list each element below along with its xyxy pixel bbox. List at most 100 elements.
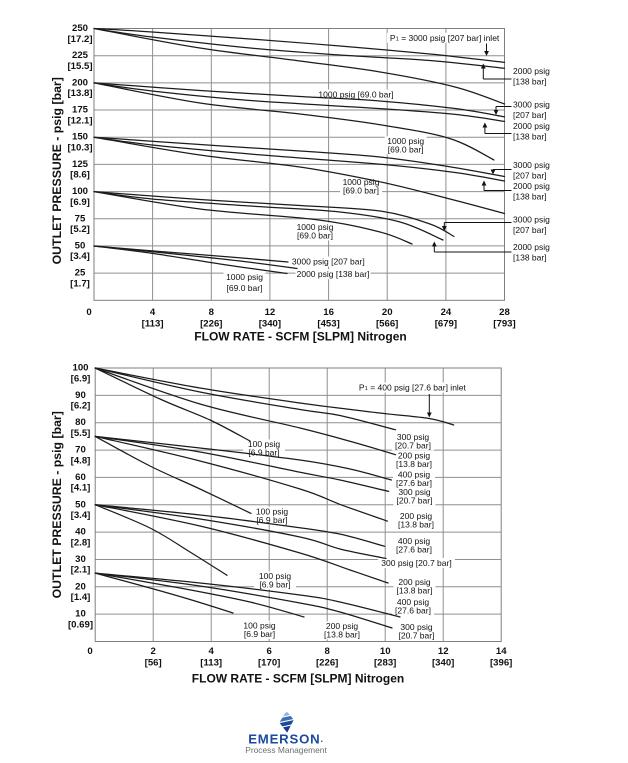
svg-text:250: 250 — [72, 23, 88, 34]
svg-text:[13.8 bar]: [13.8 bar] — [398, 520, 434, 530]
svg-text:[13.8 bar]: [13.8 bar] — [324, 630, 360, 640]
svg-text:[5.5]: [5.5] — [71, 428, 91, 439]
svg-text:[6.9]: [6.9] — [70, 197, 90, 208]
svg-text:[6.9 bar]: [6.9 bar] — [256, 515, 287, 525]
svg-text:16: 16 — [323, 307, 334, 318]
svg-text:[69.0 bar]: [69.0 bar] — [388, 145, 424, 155]
svg-text:300 psig: 300 psig — [400, 622, 432, 632]
svg-text:75: 75 — [75, 213, 86, 224]
svg-text:25: 25 — [75, 268, 86, 279]
svg-text:[226]: [226] — [200, 319, 222, 330]
svg-text:10: 10 — [380, 646, 391, 657]
svg-text:FLOW RATE - SCFM [SLPM] Nitrog: FLOW RATE - SCFM [SLPM] Nitrogen — [194, 330, 406, 344]
svg-text:6: 6 — [267, 646, 272, 657]
svg-text:1000 psig: 1000 psig — [297, 222, 334, 232]
svg-text:150: 150 — [72, 132, 88, 143]
svg-text:100 psig: 100 psig — [248, 439, 280, 449]
svg-text:200 psig: 200 psig — [398, 451, 430, 461]
svg-text:300 psig: 300 psig — [397, 432, 429, 442]
svg-text:[15.5]: [15.5] — [67, 61, 92, 72]
svg-text:[13.8 bar]: [13.8 bar] — [397, 586, 433, 596]
svg-text:60: 60 — [75, 472, 86, 483]
svg-text:[566]: [566] — [376, 319, 398, 330]
svg-text:8: 8 — [325, 646, 331, 657]
svg-text:0: 0 — [86, 307, 91, 318]
svg-text:[69.0 bar]: [69.0 bar] — [227, 283, 263, 293]
svg-text:[20.7 bar]: [20.7 bar] — [397, 496, 433, 506]
svg-text:300 psig [20.7 bar]: 300 psig [20.7 bar] — [381, 558, 451, 568]
svg-text:OUTLET PRESSURE - psig [bar]: OUTLET PRESSURE - psig [bar] — [50, 77, 64, 264]
svg-text:[27.6 bar]: [27.6 bar] — [395, 606, 431, 616]
svg-text:[3.4]: [3.4] — [71, 510, 91, 521]
svg-text:[4.1]: [4.1] — [71, 483, 91, 494]
svg-text:[13.8]: [13.8] — [67, 88, 92, 99]
svg-text:[6.9 bar]: [6.9 bar] — [244, 629, 275, 639]
svg-text:[1.4]: [1.4] — [71, 592, 91, 603]
svg-text:[340]: [340] — [432, 658, 454, 669]
svg-text:[679]: [679] — [435, 319, 457, 330]
svg-text:[12.1]: [12.1] — [67, 115, 92, 126]
svg-text:100 psig: 100 psig — [259, 571, 291, 581]
svg-text:[27.6 bar]: [27.6 bar] — [396, 478, 432, 488]
svg-text:[20.7 bar]: [20.7 bar] — [395, 441, 431, 451]
svg-text:14: 14 — [496, 646, 507, 657]
svg-text:1000 psig: 1000 psig — [343, 177, 380, 187]
svg-text:[17.2]: [17.2] — [67, 34, 92, 45]
svg-text:[56]: [56] — [145, 658, 162, 669]
svg-text:3000 psig [207 bar]: 3000 psig [207 bar] — [292, 257, 365, 267]
svg-text:50: 50 — [75, 240, 86, 251]
svg-text:400 psig: 400 psig — [398, 536, 430, 546]
svg-text:100: 100 — [72, 186, 88, 197]
svg-text:[10.3]: [10.3] — [67, 143, 92, 154]
svg-text:100 psig: 100 psig — [256, 506, 288, 516]
svg-text:24: 24 — [441, 307, 452, 318]
svg-text:3000 psig: 3000 psig — [513, 215, 550, 225]
svg-text:80: 80 — [75, 417, 86, 428]
svg-text:0: 0 — [87, 646, 92, 657]
svg-text:30: 30 — [75, 554, 86, 565]
svg-text:175: 175 — [72, 105, 89, 116]
svg-text:12: 12 — [438, 646, 449, 657]
svg-text:50: 50 — [75, 499, 86, 510]
svg-text:[207 bar]: [207 bar] — [513, 110, 547, 120]
svg-text:90: 90 — [75, 390, 86, 401]
svg-text:Process Management: Process Management — [245, 745, 327, 755]
svg-text:1000 psig: 1000 psig — [387, 136, 424, 146]
svg-text:[5.2]: [5.2] — [70, 224, 90, 235]
svg-text:[0.69]: [0.69] — [68, 619, 93, 630]
svg-text:P1 = 3000 psig [207 bar] inlet: P1 = 3000 psig [207 bar] inlet — [390, 33, 500, 43]
svg-text:[207 bar]: [207 bar] — [513, 225, 547, 235]
svg-text:[138 bar]: [138 bar] — [513, 192, 547, 202]
svg-text:3000 psig: 3000 psig — [513, 160, 550, 170]
svg-text:20: 20 — [382, 307, 393, 318]
svg-text:100: 100 — [72, 363, 88, 374]
svg-text:[1.7]: [1.7] — [70, 278, 90, 289]
svg-text:[6.9 bar]: [6.9 bar] — [248, 448, 279, 458]
svg-text:[283]: [283] — [374, 658, 396, 669]
svg-text:[113]: [113] — [142, 319, 164, 330]
svg-text:[170]: [170] — [258, 658, 280, 669]
svg-text:[27.6 bar]: [27.6 bar] — [396, 545, 432, 555]
svg-text:4: 4 — [150, 307, 156, 318]
svg-text:OUTLET PRESSURE - psig [bar]: OUTLET PRESSURE - psig [bar] — [50, 411, 64, 598]
svg-text:[20.7 bar]: [20.7 bar] — [399, 631, 435, 641]
svg-text:1000 psig: 1000 psig — [226, 272, 263, 282]
svg-text:1000 psig [69.0 bar]: 1000 psig [69.0 bar] — [318, 90, 393, 100]
svg-text:200: 200 — [72, 77, 88, 88]
svg-text:400 psig: 400 psig — [398, 470, 430, 480]
svg-text:[13.8 bar]: [13.8 bar] — [396, 459, 432, 469]
svg-text:[6.9 bar]: [6.9 bar] — [259, 580, 290, 590]
svg-text:2: 2 — [151, 646, 156, 657]
svg-text:[2.1]: [2.1] — [71, 565, 91, 576]
svg-text:200 psig: 200 psig — [326, 621, 358, 631]
svg-text:4: 4 — [209, 646, 215, 657]
svg-text:40: 40 — [75, 527, 86, 538]
svg-text:[138 bar]: [138 bar] — [513, 132, 547, 142]
svg-text:10: 10 — [75, 609, 86, 620]
svg-text:[138 bar]: [138 bar] — [513, 253, 547, 263]
svg-text:2000 psig: 2000 psig — [513, 181, 550, 191]
svg-text:[2.8]: [2.8] — [71, 537, 91, 548]
svg-text:[113]: [113] — [200, 658, 222, 669]
svg-text:[226]: [226] — [316, 658, 338, 669]
svg-text:70: 70 — [75, 445, 86, 456]
